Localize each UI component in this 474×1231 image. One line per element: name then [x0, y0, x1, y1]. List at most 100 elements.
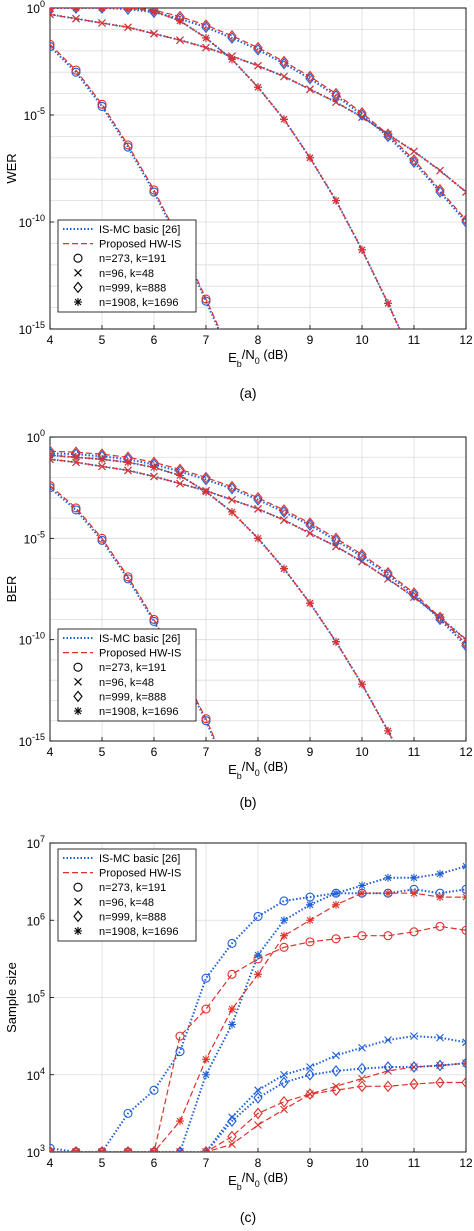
point-ismc-n-273-k-191 [279, 896, 289, 906]
legend-label: n=1908, k=1696 [99, 926, 179, 938]
point-ismc-n-96-k-48 [358, 1043, 366, 1052]
x-tick-label: 12 [459, 333, 473, 347]
point-hwis-n-1908-k-1696 [176, 16, 184, 25]
point-hwis-n-999-k-888 [435, 184, 445, 196]
point-ismc-n-999-k-888 [227, 1115, 237, 1127]
series-line-ismc-n-96-k-48 [50, 1035, 466, 1152]
point-hwis-n-1908-k-1696 [50, 1148, 54, 1152]
x-tick-label: 8 [255, 1156, 262, 1170]
point-hwis-n-1908-k-1696 [124, 1148, 132, 1152]
x-tick-label: 6 [151, 333, 158, 347]
x-tick-label: 7 [203, 1156, 210, 1170]
point-hwis-n-999-k-888 [97, 1146, 107, 1152]
point-ismc-n-273-k-191 [50, 1143, 55, 1152]
x-tick-label: 7 [203, 333, 210, 347]
legend-marker-diamond [73, 690, 83, 703]
point-hwis-n-96-k-48 [228, 495, 236, 504]
point-hwis-n-96-k-48 [280, 1105, 288, 1114]
point-hwis-n-999-k-888 [50, 1146, 55, 1152]
point-hwis-n-1908-k-1696 [150, 1148, 158, 1152]
point-hwis-n-1908-k-1696 [150, 463, 158, 472]
point-hwis-n-273-k-191 [279, 942, 289, 952]
point-hwis-n-1908-k-1696 [72, 453, 80, 462]
point-ismc-n-96-k-48 [332, 1051, 340, 1060]
y-tick-label: 10-15 [19, 320, 45, 337]
point-ismc-n-1908-k-1696 [254, 951, 262, 960]
point-hwis-n-96-k-48 [332, 98, 340, 107]
point-hwis-n-273-k-191 [383, 931, 393, 941]
point-ismc-n-999-k-888 [253, 43, 263, 56]
point-ismc-n-96-k-48 [462, 1038, 466, 1047]
point-ismc-n-999-k-888 [357, 1062, 367, 1075]
point-ismc-n-1908-k-1696 [176, 1148, 184, 1152]
point-hwis-n-96-k-48 [358, 1074, 366, 1083]
x-axis-label: Eb/N0 (dB) [228, 347, 288, 369]
point-ismc-n-1908-k-1696 [358, 881, 366, 890]
x-tick-label: 10 [355, 333, 369, 347]
point-hwis-n-1908-k-1696 [280, 564, 288, 573]
x-tick-label: 8 [255, 333, 262, 347]
x-axis-label: Eb/N0 (dB) [228, 1170, 288, 1192]
legend-marker-x [74, 268, 82, 277]
point-ismc-n-999-k-888 [97, 8, 107, 14]
point-hwis-n-1908-k-1696 [228, 507, 236, 516]
point-hwis-n-273-k-191 [50, 481, 55, 491]
point-ismc-n-999-k-888 [305, 72, 315, 85]
point-ismc-n-999-k-888 [409, 589, 419, 601]
point-ismc-n-999-k-888 [227, 482, 237, 495]
x-tick-label: 11 [408, 333, 421, 347]
point-ismc-n-273-k-191 [201, 973, 211, 983]
y-tick-label: 10-15 [19, 732, 45, 749]
y-tick-label: 10-10 [19, 631, 45, 648]
point-hwis-n-999-k-888 [201, 19, 211, 32]
y-tick-label: 10-10 [19, 213, 45, 230]
legend-marker-circle [73, 882, 83, 892]
legend-label: n=1908, k=1696 [99, 706, 179, 718]
y-axis-label: Sample size [4, 962, 19, 1033]
point-hwis-n-273-k-191 [201, 294, 211, 304]
point-hwis-n-999-k-888 [383, 128, 393, 141]
point-ismc-n-999-k-888 [383, 1061, 393, 1073]
point-hwis-n-999-k-888 [383, 566, 393, 579]
point-hwis-n-1908-k-1696 [98, 1148, 106, 1152]
point-ismc-n-999-k-888 [305, 519, 315, 532]
point-hwis-n-96-k-48 [98, 19, 106, 27]
point-hwis-n-96-k-48 [410, 147, 418, 156]
point-hwis-n-273-k-191 [71, 65, 81, 75]
point-hwis-n-273-k-191 [123, 572, 133, 582]
point-hwis-n-273-k-191 [97, 99, 107, 109]
x-tick-label: 5 [99, 1156, 106, 1170]
legend-label: IS-MC basic [26] [99, 224, 180, 236]
point-ismc-n-1908-k-1696 [384, 873, 392, 882]
point-ismc-n-999-k-888 [435, 1059, 445, 1072]
point-hwis-n-999-k-888 [357, 548, 367, 561]
point-hwis-n-273-k-191 [123, 140, 133, 150]
y-tick-label: 104 [27, 1066, 45, 1083]
point-hwis-n-273-k-191 [461, 925, 466, 935]
point-hwis-n-1908-k-1696 [306, 599, 314, 608]
legend-marker-diamond [73, 910, 83, 923]
point-hwis-n-1908-k-1696 [254, 534, 262, 543]
point-hwis-n-96-k-48 [280, 516, 288, 524]
point-hwis-n-96-k-48 [462, 188, 466, 196]
x-tick-label: 6 [151, 1156, 158, 1170]
point-hwis-n-999-k-888 [305, 1088, 315, 1100]
panel-caption: (b) [239, 794, 256, 810]
point-hwis-n-1908-k-1696 [72, 8, 80, 12]
legend-label: n=96, k=48 [99, 897, 154, 909]
x-tick-label: 8 [255, 745, 262, 759]
legend-label: n=273, k=191 [99, 882, 166, 894]
point-hwis-n-1908-k-1696 [176, 1117, 184, 1126]
point-hwis-n-999-k-888 [331, 87, 341, 100]
point-hwis-n-999-k-888 [279, 55, 289, 68]
point-hwis-n-273-k-191 [201, 1004, 211, 1014]
point-hwis-n-999-k-888 [279, 504, 289, 516]
point-hwis-n-999-k-888 [461, 637, 466, 650]
legend-label: Proposed HW-IS [99, 239, 181, 251]
point-ismc-n-273-k-191 [149, 1085, 159, 1095]
point-hwis-n-1908-k-1696 [202, 33, 210, 42]
point-hwis-n-273-k-191 [331, 934, 341, 944]
point-hwis-n-999-k-888 [409, 587, 419, 599]
legend-marker-circle [73, 662, 83, 672]
point-hwis-n-999-k-888 [331, 1084, 341, 1097]
